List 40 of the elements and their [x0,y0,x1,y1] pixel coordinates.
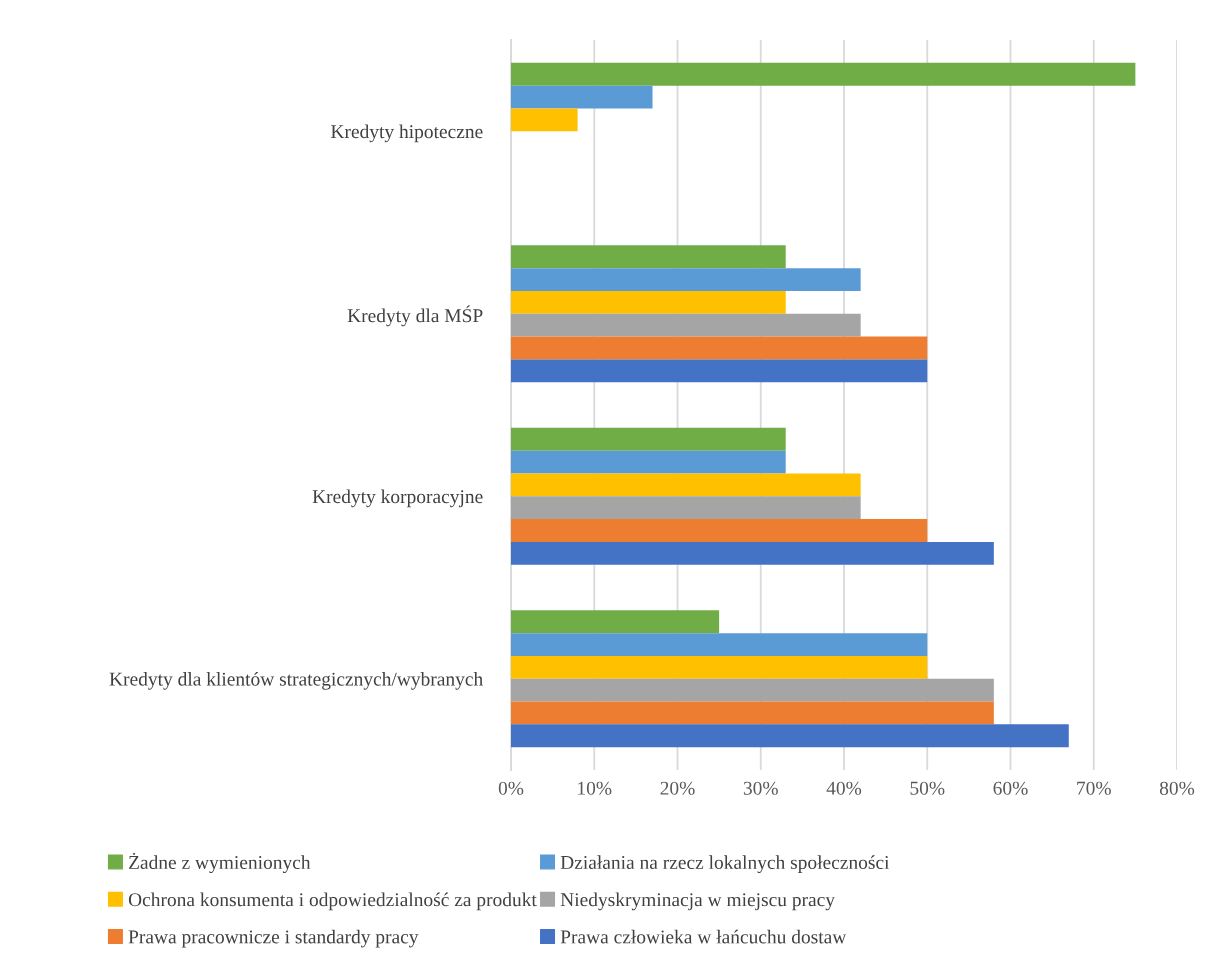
legend-label: Działania na rzecz lokalnych społeczności [560,855,890,874]
bar [511,610,720,634]
bar [511,108,578,132]
legend-label: Żadne z wymienionych [129,852,311,874]
bar [511,450,786,474]
bar [511,724,1069,748]
bar [511,313,861,337]
legend-label: Prawa człowieka w łańcuchu dostaw [560,929,847,944]
bar [511,473,861,497]
bar [511,268,861,291]
bar [511,85,653,109]
bar [511,519,928,542]
bar [511,359,928,383]
legend-label: Prawa pracownicze i standardy pracy [128,929,419,948]
bar [511,62,1136,86]
y-tick-label: Kredyty korporacyjne [312,489,483,508]
x-tick-label: 0% [498,781,524,795]
bar [511,290,786,314]
x-tick-label: 80% [1159,781,1195,795]
x-tick-label: 50% [910,781,945,795]
bar [511,701,994,725]
legend-label: Ochrona konsumenta i odpowiedzialność za produkt [128,892,537,911]
x-tick-label: 40% [826,781,862,795]
y-tick-label: Kredyty dla klientów strategicznych/wybranych [109,671,483,690]
bar [511,496,861,520]
x-tick-label: 30% [743,781,778,795]
bar [511,678,994,702]
x-tick-label: 60% [993,781,1028,795]
bar [511,245,786,269]
legend-label: Niedyskryminacja w miejscu pracy [560,892,835,911]
bar [511,633,928,656]
x-tick-label: 10% [578,781,612,795]
y-tick-label: Kredyty hipoteczne [330,124,483,143]
y-tick-label: Kredyty dla MŚP [347,305,483,327]
x-tick-label: 70% [1077,781,1111,795]
bar [511,541,994,565]
bar [511,336,928,360]
x-tick-label: 20% [660,781,695,795]
bar [511,427,786,451]
bar [511,655,928,679]
